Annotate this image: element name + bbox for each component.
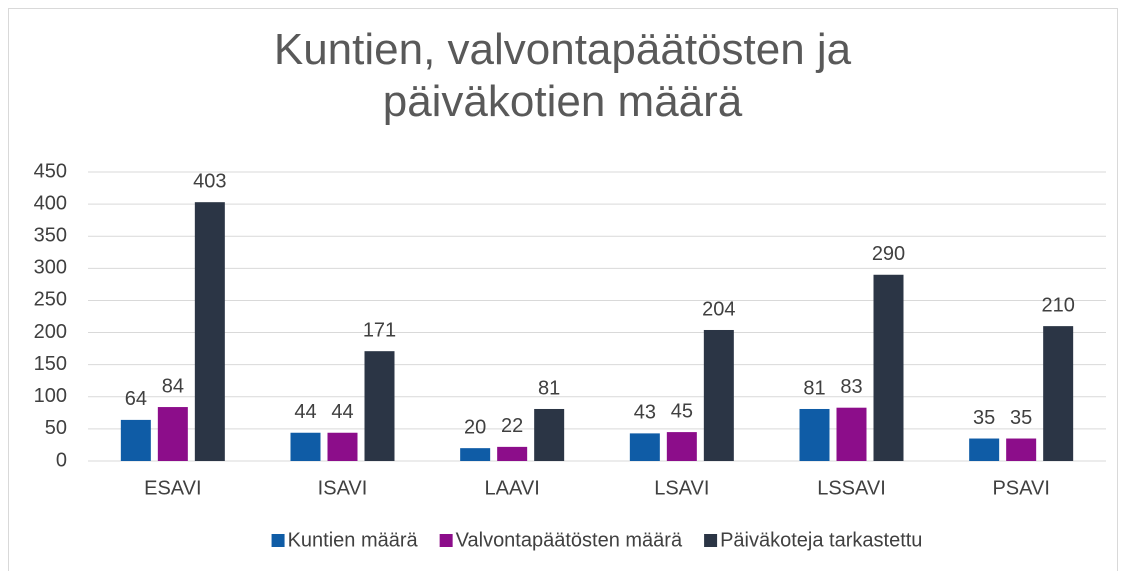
bar: [327, 432, 358, 461]
y-tick-label: 350: [34, 225, 67, 247]
legend-label: Valvontapäätösten määrä: [456, 529, 683, 551]
bar: [534, 408, 565, 461]
x-tick-label: LSSAVI: [817, 477, 886, 499]
x-tick-label: ESAVI: [144, 477, 201, 499]
data-label: 171: [363, 319, 396, 341]
data-label: 83: [840, 376, 862, 398]
bar: [703, 329, 734, 461]
legend-swatch: [271, 534, 285, 547]
data-label: 35: [1010, 407, 1032, 429]
x-tick-label: LSAVI: [654, 477, 709, 499]
y-tick-label: 200: [34, 321, 67, 343]
y-tick-label: 250: [34, 289, 67, 311]
y-tick-label: 0: [56, 449, 67, 471]
bar: [1043, 326, 1074, 461]
data-label: 403: [193, 170, 226, 192]
x-tick-label: ISAVI: [318, 477, 368, 499]
data-label: 43: [634, 402, 656, 424]
chart-border: [8, 8, 1118, 571]
data-label: 20: [464, 416, 486, 438]
legend-label: Päiväkoteja tarkastettu: [720, 529, 922, 551]
data-label: 81: [538, 377, 560, 399]
data-label: 22: [501, 415, 523, 437]
data-label: 35: [973, 407, 995, 429]
legend-swatch: [439, 534, 453, 547]
y-tick-label: 450: [34, 160, 67, 182]
bar: [364, 351, 395, 461]
bar: [836, 407, 867, 461]
data-label: 84: [162, 375, 184, 397]
y-tick-label: 300: [34, 257, 67, 279]
data-label: 290: [872, 243, 905, 265]
legend-swatch: [704, 534, 718, 547]
bar: [460, 448, 491, 461]
data-label: 44: [331, 401, 353, 423]
x-tick-label: LAAVI: [485, 477, 540, 499]
data-label: 44: [294, 401, 316, 423]
y-tick-label: 150: [34, 353, 67, 375]
data-label: 210: [1041, 294, 1074, 316]
y-tick-label: 100: [34, 385, 67, 407]
bar: [666, 432, 697, 461]
bar: [157, 407, 188, 461]
bar: [497, 446, 528, 461]
data-label: 45: [671, 400, 693, 422]
data-label: 204: [702, 298, 735, 320]
y-tick-label: 50: [45, 417, 67, 439]
chart-title: Kuntien, valvontapäätösten ja päiväkotie…: [273, 25, 852, 126]
x-tick-label: PSAVI: [992, 477, 1049, 499]
legend-label: Kuntien määrä: [288, 529, 419, 551]
bar: [629, 433, 660, 461]
y-tick-label: 400: [34, 192, 67, 214]
data-label: 81: [803, 377, 825, 399]
bar: [799, 408, 830, 461]
bar: [120, 419, 151, 461]
bar: [969, 438, 1000, 461]
data-label: 64: [125, 388, 147, 410]
bar: [194, 202, 225, 461]
bar: [290, 432, 321, 461]
bar: [873, 274, 904, 461]
bar: [1006, 438, 1037, 461]
